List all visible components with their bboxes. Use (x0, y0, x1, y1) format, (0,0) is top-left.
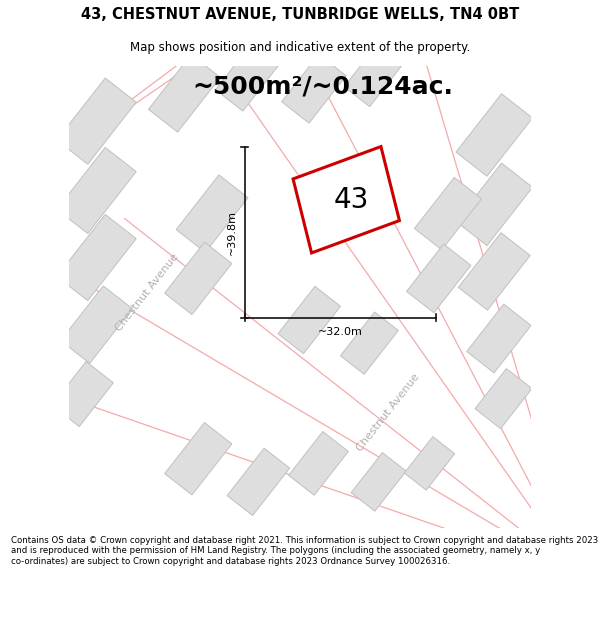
Polygon shape (467, 304, 531, 373)
Polygon shape (344, 43, 404, 107)
Polygon shape (415, 177, 482, 250)
Polygon shape (407, 244, 471, 312)
Text: Chestnut Avenue: Chestnut Avenue (355, 372, 421, 453)
Polygon shape (281, 54, 346, 123)
Polygon shape (57, 148, 136, 234)
Polygon shape (278, 286, 341, 354)
Text: Contains OS data © Crown copyright and database right 2021. This information is : Contains OS data © Crown copyright and d… (11, 536, 598, 566)
Polygon shape (57, 78, 136, 164)
Polygon shape (456, 163, 533, 246)
Polygon shape (61, 286, 133, 363)
Polygon shape (404, 437, 455, 490)
Polygon shape (176, 175, 248, 253)
Polygon shape (57, 214, 136, 301)
Polygon shape (351, 452, 406, 511)
Text: Chestnut Avenue: Chestnut Avenue (114, 251, 181, 333)
Polygon shape (215, 39, 283, 111)
Polygon shape (148, 54, 220, 132)
Text: ~500m²/~0.124ac.: ~500m²/~0.124ac. (193, 74, 454, 98)
Text: ~39.8m: ~39.8m (227, 209, 236, 254)
Polygon shape (293, 146, 400, 253)
Text: 43: 43 (333, 186, 368, 214)
Polygon shape (456, 94, 533, 176)
Polygon shape (164, 422, 232, 495)
Polygon shape (227, 448, 290, 516)
Text: 43, CHESTNUT AVENUE, TUNBRIDGE WELLS, TN4 0BT: 43, CHESTNUT AVENUE, TUNBRIDGE WELLS, TN… (81, 7, 519, 22)
Polygon shape (164, 242, 232, 314)
Text: ~32.0m: ~32.0m (318, 328, 363, 338)
Text: Map shows position and indicative extent of the property.: Map shows position and indicative extent… (130, 41, 470, 54)
Polygon shape (340, 312, 398, 374)
Polygon shape (289, 431, 349, 495)
Polygon shape (458, 232, 530, 310)
Polygon shape (52, 361, 113, 426)
Polygon shape (475, 369, 532, 429)
